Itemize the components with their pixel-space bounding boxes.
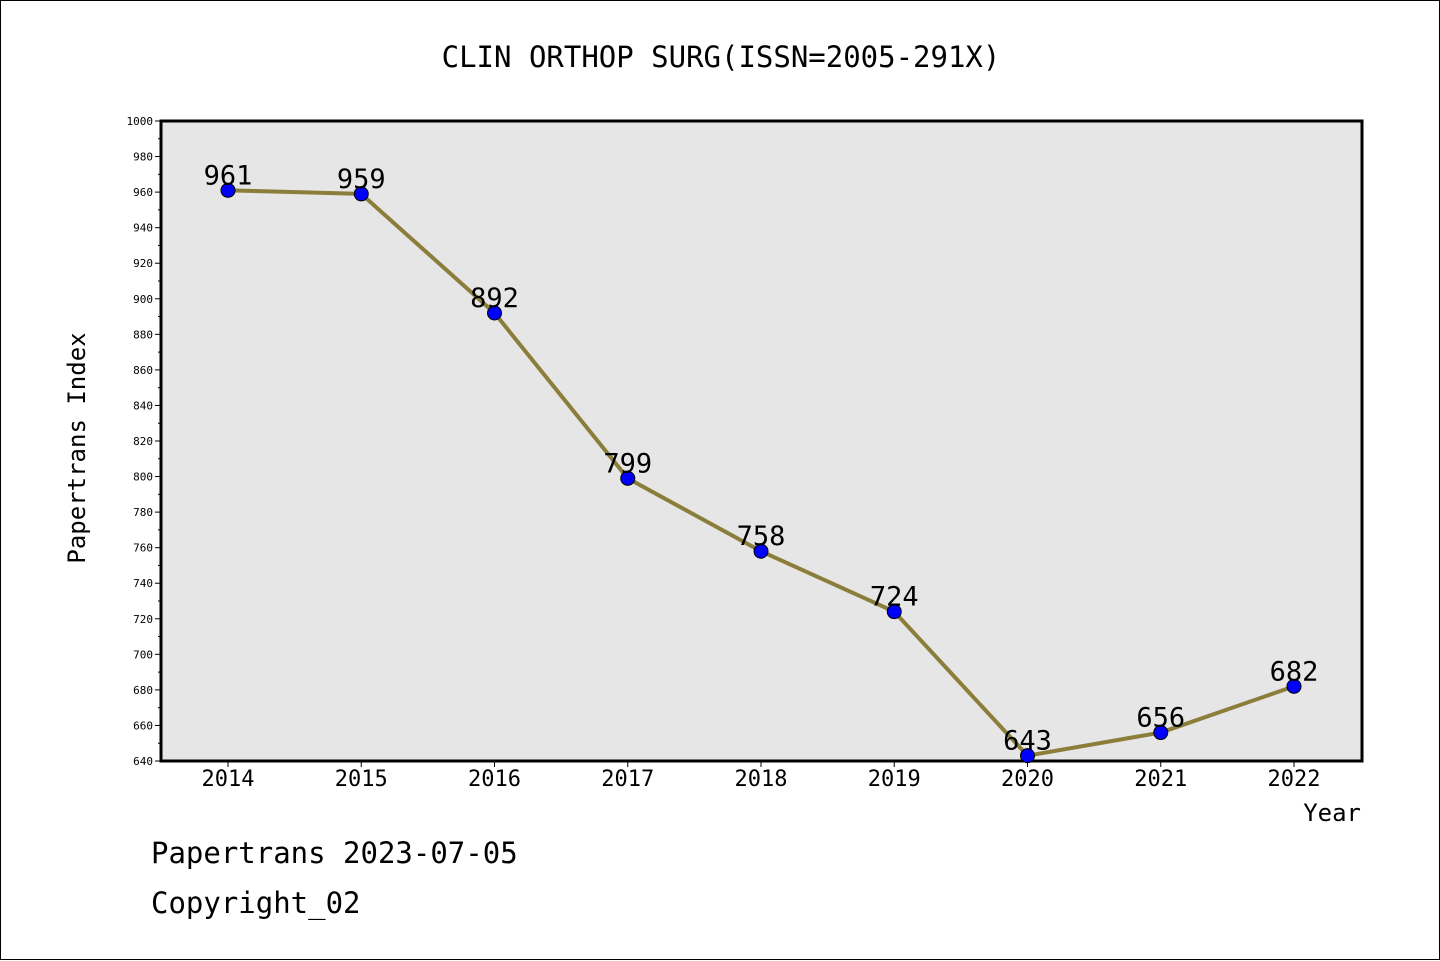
y-tick-label: 920 (133, 257, 153, 270)
data-label: 799 (603, 448, 652, 479)
data-label: 959 (337, 164, 386, 195)
y-tick-label: 840 (133, 399, 153, 412)
data-point (220, 182, 236, 198)
data-point (1153, 725, 1169, 741)
y-tick-label: 800 (133, 471, 153, 484)
data-label: 682 (1270, 656, 1319, 687)
data-point (1020, 748, 1035, 764)
x-tick-label: 2015 (335, 767, 388, 792)
data-label: 656 (1136, 703, 1185, 734)
x-tick-label: 2021 (1134, 767, 1187, 792)
x-tick-label: 2020 (1001, 767, 1054, 792)
y-axis: 640 660 680 700 720 740 760 780 800 820 840 860 880 9… (127, 115, 161, 768)
chart-title: CLIN ORTHOP SURG(ISSN=2005-291X) (442, 40, 1001, 74)
y-tick-label: 940 (133, 222, 153, 235)
x-tick-label: 2017 (601, 767, 654, 792)
data-point (886, 604, 902, 620)
x-tick-label: 2019 (868, 767, 921, 792)
data-label: 724 (870, 582, 919, 613)
y-tick-label: 780 (133, 506, 153, 519)
y-tick-label: 660 (133, 719, 153, 732)
y-tick-label: 680 (133, 684, 153, 697)
y-tick-label: 1000 (127, 115, 154, 128)
y-tick-label: 900 (133, 293, 153, 306)
y-tick-label: 740 (133, 577, 153, 590)
y-tick-label: 820 (133, 435, 153, 448)
footer-copyright: Copyright_02 (151, 886, 361, 920)
x-tick-label: 2014 (202, 767, 255, 792)
plot-area (159, 119, 1364, 763)
y-tick-label: 860 (133, 364, 153, 377)
x-axis-label: Year (1303, 799, 1361, 827)
data-point (753, 543, 769, 559)
data-label: 961 (204, 160, 253, 191)
data-point (620, 470, 636, 486)
x-tick-label: 2016 (468, 767, 521, 792)
data-point (487, 305, 502, 321)
data-point (353, 186, 369, 202)
data-label: 892 (470, 283, 519, 314)
y-tick-label: 880 (133, 328, 153, 341)
x-axis: 2014 2015 2016 2017 2018 2019 2020 2021 2022 (202, 761, 1321, 792)
y-tick-label: 760 (133, 542, 153, 555)
y-tick-label: 980 (133, 151, 153, 164)
y-tick-label: 640 (133, 755, 153, 768)
x-tick-label: 2018 (735, 767, 788, 792)
y-axis-label: Papertrans Index (63, 332, 91, 563)
footer-date: Papertrans 2023-07-05 (151, 836, 518, 870)
x-tick-label: 2022 (1268, 767, 1321, 792)
data-label: 758 (737, 521, 786, 552)
y-tick-label: 960 (133, 186, 153, 199)
y-tick-label: 700 (133, 648, 153, 661)
series-group: 961 959 892 799 758 724 643 656 682 (204, 160, 1319, 764)
data-label: 643 (1003, 726, 1052, 757)
y-tick-label: 720 (133, 613, 153, 626)
data-point (1286, 678, 1302, 694)
